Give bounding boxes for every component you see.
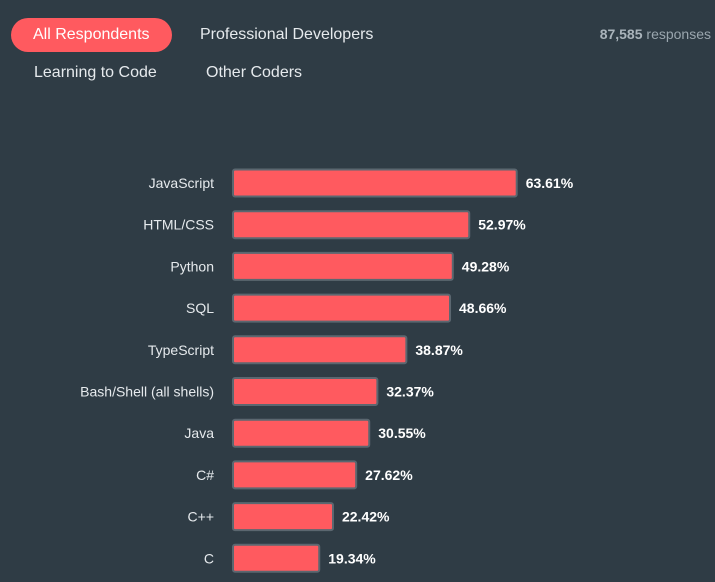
bar-label-java: Java bbox=[184, 425, 214, 441]
bar-value-c: 19.34% bbox=[328, 550, 376, 566]
bar-label-python: Python bbox=[170, 258, 214, 274]
bar-java[interactable] bbox=[232, 418, 371, 448]
bar-value-html-css: 52.97% bbox=[478, 217, 526, 233]
tab-learning-to-code[interactable]: Learning to Code bbox=[34, 64, 157, 81]
bar-bash-shell-all-shells[interactable] bbox=[232, 377, 379, 406]
bar-label-c: C# bbox=[196, 467, 214, 483]
bar-label-javascript: JavaScript bbox=[149, 175, 214, 191]
bar-value-javascript: 63.61% bbox=[526, 175, 574, 191]
bar-label-html-css: HTML/CSS bbox=[143, 217, 214, 233]
tab-all-respondents[interactable]: All Respondents bbox=[11, 18, 172, 52]
response-count-label: responses bbox=[646, 26, 711, 42]
bar-value-java: 30.55% bbox=[378, 425, 426, 441]
bar-label-c: C++ bbox=[188, 509, 214, 525]
bar-value-c: 22.42% bbox=[342, 509, 390, 525]
tab-professional-developers[interactable]: Professional Developers bbox=[200, 26, 374, 43]
bar-html-css[interactable] bbox=[232, 210, 471, 240]
bar-value-c: 27.62% bbox=[365, 467, 413, 483]
bar-label-c: C bbox=[204, 550, 214, 566]
response-count-value: 87,585 bbox=[599, 26, 643, 42]
bar-label-typescript: TypeScript bbox=[148, 342, 214, 358]
bar-typescript[interactable] bbox=[232, 335, 408, 365]
bar-value-bash-shell-all-shells: 32.37% bbox=[386, 384, 434, 400]
bar-c[interactable] bbox=[232, 502, 334, 532]
bar-c[interactable] bbox=[232, 543, 321, 573]
bar-label-bash-shell-all-shells: Bash/Shell (all shells) bbox=[80, 384, 214, 400]
bar-label-sql: SQL bbox=[186, 300, 214, 316]
response-count: 87,585 responses bbox=[600, 26, 711, 42]
bar-value-typescript: 38.87% bbox=[415, 342, 463, 358]
bar-value-python: 49.28% bbox=[462, 258, 510, 274]
bar-c[interactable] bbox=[232, 460, 358, 490]
bar-python[interactable] bbox=[232, 251, 454, 281]
tab-other-coders[interactable]: Other Coders bbox=[206, 64, 303, 81]
bar-sql[interactable] bbox=[232, 293, 452, 323]
bar-value-sql: 48.66% bbox=[459, 300, 507, 316]
bar-javascript[interactable] bbox=[232, 168, 518, 198]
